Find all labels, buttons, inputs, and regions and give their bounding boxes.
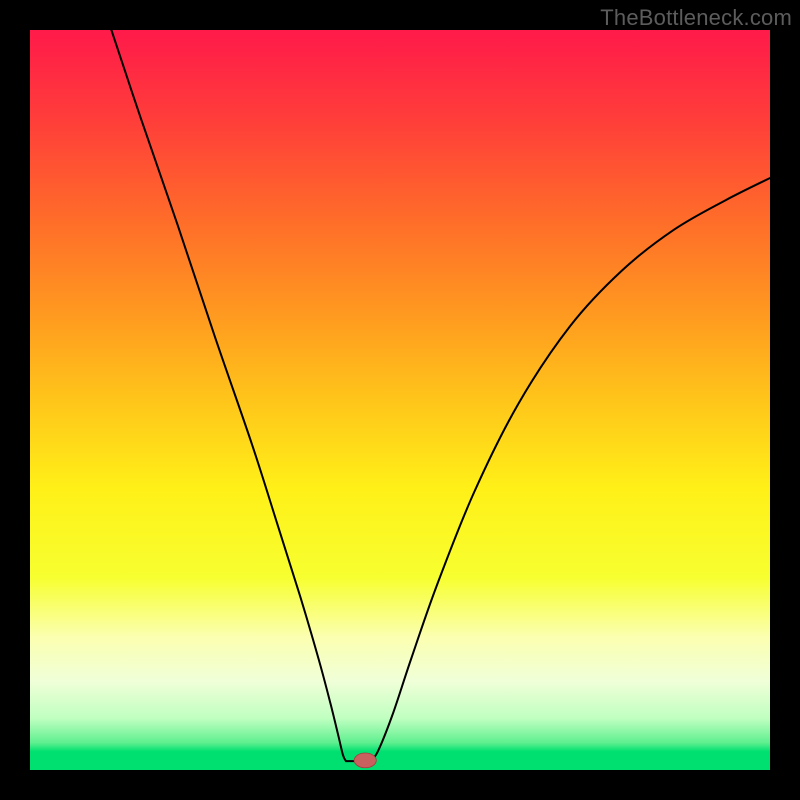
plot-svg xyxy=(30,30,770,770)
watermark-text: TheBottleneck.com xyxy=(600,5,792,31)
gradient-background xyxy=(30,30,770,770)
chart-container: TheBottleneck.com xyxy=(0,0,800,800)
plot-area xyxy=(30,30,770,770)
optimum-marker xyxy=(354,753,376,768)
